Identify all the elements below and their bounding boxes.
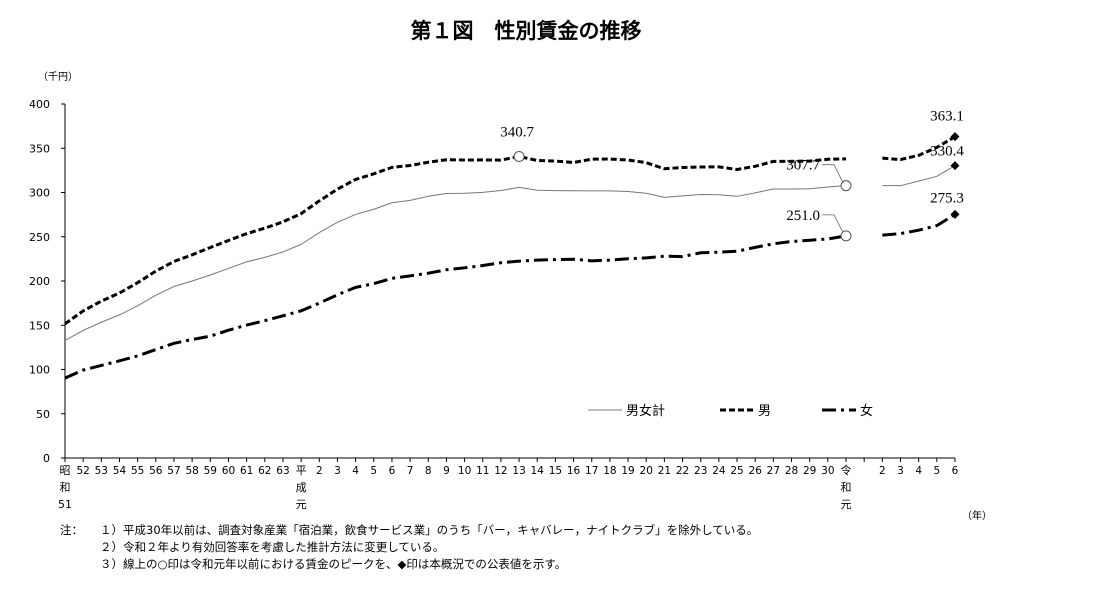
legend-label: 男女計 [626,403,665,419]
note-row: ２）令和２年より有効回答率を考慮した推計方法に変更している。 [60,539,758,556]
note-2: ２）令和２年より有効回答率を考慮した推計方法に変更している。 [100,540,445,554]
x-tick-label: 26 [749,465,763,477]
y-tick-label: 100 [29,364,50,377]
x-tick-label: 4 [915,465,922,477]
y-unit-label: （千円） [38,71,78,83]
x-tick-label: 53 [95,465,108,477]
x-tick-label: 51 [58,498,72,511]
x-unit-label: （年） [962,509,992,520]
annotation-label: 363.1 [930,109,964,125]
x-tick-label: 63 [276,465,289,477]
chart-title: 第１図 性別賃金の推移 [411,19,642,43]
x-tick-label: 4 [352,465,359,477]
annotation-leader [822,214,844,234]
series-line-女 [882,213,956,237]
note-3: ３）線上の○印は令和元年以前における賃金のピークを、◆印は本概況での公表値を示す… [100,557,567,571]
x-tick-label: 15 [549,465,562,477]
x-tick-label: 7 [407,465,414,477]
x-tick-label: 20 [640,465,653,477]
x-tick-label: 22 [676,465,689,477]
x-tick-label: 27 [767,465,780,477]
annotation-label: 275.3 [930,190,964,206]
x-tick-label: 30 [821,465,834,477]
x-tick-label: 58 [185,465,198,477]
peak-marker [513,150,525,162]
annotation-label: 340.7 [500,124,534,140]
published-marker [950,209,960,219]
x-tick-label: 21 [658,465,671,477]
x-tick-label: 成 [296,481,307,494]
x-tick-label: 2 [879,465,886,477]
legend-label: 女 [860,403,873,419]
x-tick-label: 23 [694,465,707,477]
y-tick-label: 50 [36,408,50,421]
x-tick-label: 59 [204,465,217,477]
notes-label: 注： [60,523,83,537]
series-line-男女計 [64,185,847,341]
x-tick-label: 62 [258,465,271,477]
annotation-label: 251.0 [786,208,820,224]
x-tick-label: 29 [803,465,816,477]
y-tick-label: 350 [29,142,50,155]
x-tick-label: 6 [952,465,959,477]
series-line-女 [64,234,847,380]
y-tick-label: 0 [43,452,50,465]
published-marker [950,132,960,142]
x-tick-label: 平 [296,464,307,477]
x-tick-label: 5 [933,465,940,477]
y-tick-label: 150 [29,319,50,332]
x-tick-label: 13 [512,465,525,477]
x-tick-label: 11 [476,465,489,477]
x-tick-label: 和 [60,481,71,494]
x-tick-label: 令 [841,463,852,477]
note-row: ３）線上の○印は令和元年以前における賃金のピークを、◆印は本概況での公表値を示す… [60,556,758,573]
x-tick-label: 3 [334,465,341,477]
x-tick-label: 24 [712,465,726,477]
x-tick-label: 元 [841,498,852,511]
peak-marker [840,180,852,192]
x-tick-label: 57 [167,465,180,477]
y-tick-label: 200 [29,275,50,288]
y-tick-label: 250 [29,231,50,244]
x-tick-label: 12 [494,465,507,477]
x-tick-label: 17 [585,465,598,477]
x-tick-label: 5 [370,465,377,477]
x-tick-label: 3 [897,465,904,477]
series-line-男女計 [882,165,956,187]
peak-marker [840,230,852,242]
y-tick-label: 300 [29,187,50,200]
notes: 注： １）平成30年以前は、調査対象産業「宿泊業，飲食サービス業」のうち「バー，… [60,522,758,573]
x-tick-label: 54 [113,465,127,477]
x-tick-label: 昭 [60,464,71,477]
annotation-leader [822,164,844,183]
x-tick-label: 和 [841,481,852,494]
series-line-男 [64,154,847,326]
x-tick-label: 6 [389,465,396,477]
y-tick-label: 400 [29,98,50,111]
x-tick-label: 10 [458,465,471,477]
x-tick-label: 9 [443,465,450,477]
x-tick-label: 2 [316,465,323,477]
x-tick-label: 元 [296,498,307,511]
annotation-label: 330.4 [930,144,964,160]
note-1: １）平成30年以前は、調査対象産業「宿泊業，飲食サービス業」のうち「バー，キャバ… [100,523,759,537]
chart: 第１図 性別賃金の推移 （千円） （年） 0 50 100 150 200 250 300 350 4… [29,19,992,520]
x-tick-label: 25 [730,465,743,477]
x-tick-label: 52 [76,465,89,477]
x-tick-label: 8 [425,465,432,477]
x-tick-label: 61 [240,465,253,477]
note-row: 注： １）平成30年以前は、調査対象産業「宿泊業，飲食サービス業」のうち「バー，… [60,522,758,539]
x-tick-label: 16 [567,465,581,477]
x-tick-label: 14 [531,465,545,477]
annotation-label: 307.7 [786,158,820,174]
x-tick-label: 60 [222,465,235,477]
series-line-男 [882,135,956,162]
published-marker [950,161,960,171]
x-tick-label: 56 [149,465,163,477]
x-tick-label: 19 [621,465,634,477]
x-tick-label: 55 [131,465,144,477]
legend-label: 男 [758,404,771,419]
x-tick-label: 28 [785,465,798,477]
x-tick-label: 18 [603,465,616,477]
